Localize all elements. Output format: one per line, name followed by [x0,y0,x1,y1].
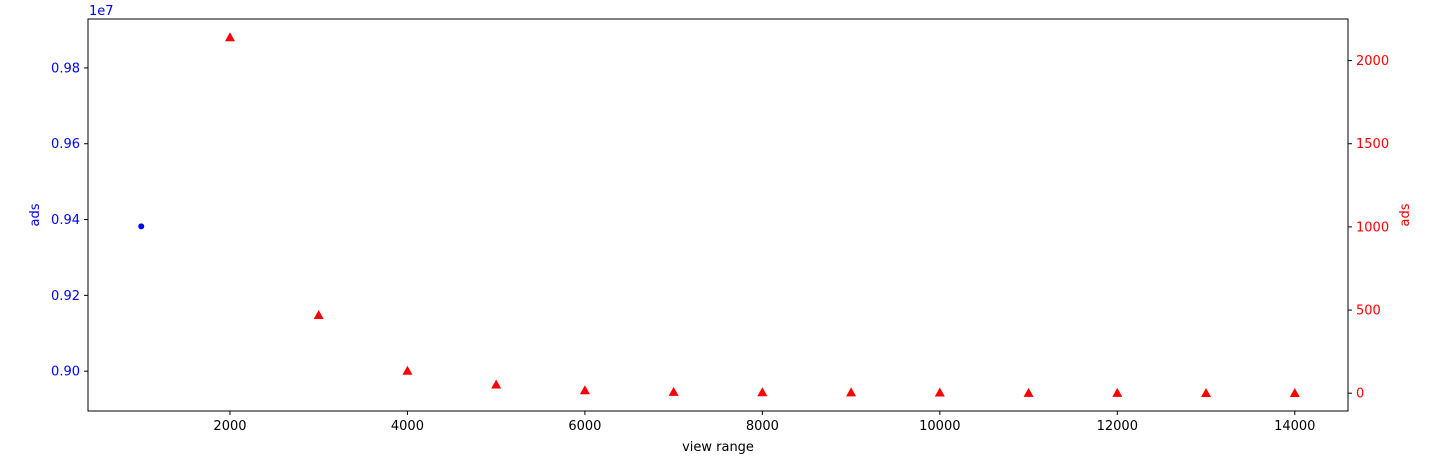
left-y-tick-label: 0.92 [51,289,80,304]
left-y-tick-label: 0.90 [51,365,80,380]
plot-area [88,19,1348,411]
right-y-tick-label: 500 [1356,304,1381,319]
data-point-circle [138,223,145,230]
data-point-triangle [579,385,590,395]
data-point-triangle [934,387,945,397]
plot-frame [87,18,1349,412]
x-tick-label: 4000 [391,419,424,434]
data-point-triangle [668,386,679,396]
x-tick-label: 6000 [568,419,601,434]
left-y-tick-label: 0.94 [51,213,80,228]
data-point-triangle [1112,387,1123,397]
x-tick-label: 8000 [746,419,779,434]
x-tick-label: 2000 [213,419,246,434]
data-point-triangle [1023,387,1034,397]
data-point-triangle [313,310,324,320]
left-y-tick-label: 0.98 [51,61,80,76]
data-point-triangle [402,365,413,375]
right-y-axis-ticks: 0 500 1000 1500 2000 [1348,54,1389,402]
left-y-axis-ticks: 0.90 0.92 0.94 0.96 0.98 [51,61,88,380]
x-tick-label: 10000 [919,419,960,434]
right-y-axis-label: ads [1398,203,1413,226]
x-tick-label: 14000 [1274,419,1315,434]
left-y-axis-label: ads [28,203,43,226]
data-point-triangle [757,387,768,397]
right-y-tick-label: 1500 [1356,137,1389,152]
right-y-tick-label: 2000 [1356,54,1389,69]
x-axis-label: view range [682,440,754,455]
data-point-triangle [491,379,502,389]
left-y-offset-label: 1e7 [89,4,114,19]
right-y-tick-label: 1000 [1356,220,1389,235]
x-tick-label: 12000 [1097,419,1138,434]
right-y-tick-label: 0 [1356,387,1364,402]
left-y-tick-label: 0.96 [51,137,80,152]
data-point-triangle [224,32,235,42]
data-marks [138,32,1300,398]
x-axis-ticks: 2000 4000 6000 8000 10000 12000 14000 [213,411,1315,434]
data-point-triangle [1289,388,1300,398]
data-point-triangle [846,387,857,397]
data-point-triangle [1201,388,1212,398]
